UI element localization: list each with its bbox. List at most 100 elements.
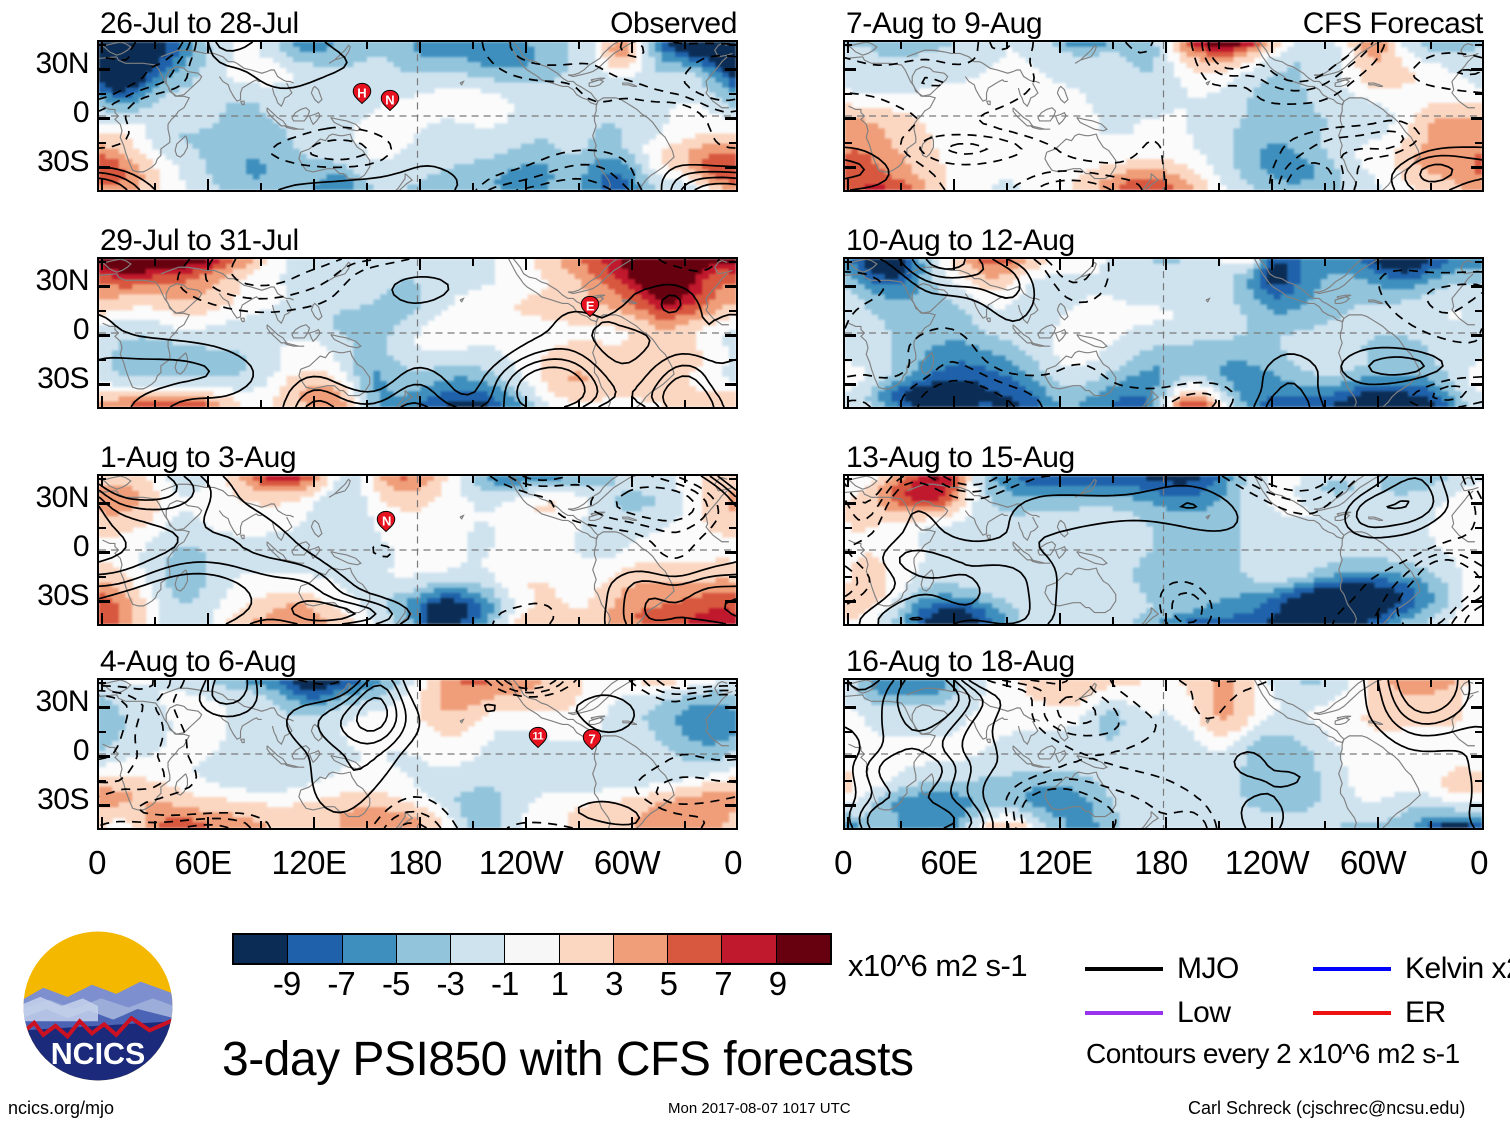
x-tick	[1376, 396, 1379, 407]
map-frame-8	[843, 678, 1484, 830]
x-tick	[312, 42, 315, 53]
legend-label: ER	[1405, 996, 1446, 1029]
y-tick	[1475, 526, 1482, 529]
y-tick	[1471, 285, 1482, 288]
x-axis-label: 120W	[478, 844, 564, 881]
colorbar-swatch	[558, 935, 613, 963]
coastlines	[99, 680, 733, 828]
mjo-contours	[845, 259, 1482, 407]
legend-line-swatch	[1313, 1011, 1391, 1015]
x-tick	[1164, 42, 1167, 53]
panel-title-4: 4-Aug to 6-Aug	[100, 645, 297, 678]
x-tick	[471, 183, 474, 190]
x-tick	[524, 259, 527, 270]
shaded-anomaly-field	[845, 476, 1482, 624]
x-tick	[846, 476, 849, 487]
x-tick	[418, 817, 421, 828]
y-tick	[725, 68, 736, 71]
cyclone-icon	[528, 726, 548, 748]
x-tick	[1058, 680, 1061, 691]
x-tick	[737, 40, 739, 53]
shaded-anomaly-field	[99, 680, 736, 828]
x-tick	[365, 400, 368, 407]
y-tick	[729, 358, 736, 361]
legend-item-er: ER	[1313, 996, 1446, 1030]
x-tick	[1111, 476, 1114, 483]
x-tick	[418, 476, 421, 487]
cyclone-icon	[377, 510, 396, 533]
x-tick	[100, 680, 103, 691]
x-tick	[1429, 680, 1432, 687]
y-tick	[99, 358, 106, 361]
shaded-anomaly-field	[99, 42, 736, 190]
x-tick	[737, 257, 739, 270]
y-axis-label: 0	[72, 529, 90, 563]
x-tick	[524, 613, 527, 624]
map-canvas-7	[845, 476, 1482, 624]
x-tick	[312, 613, 315, 624]
x-tick	[683, 400, 686, 407]
x-tick	[1217, 259, 1220, 266]
mjo-contours	[99, 680, 736, 828]
x-tick	[683, 183, 686, 190]
tropical-cyclone-marker: 11	[527, 725, 548, 748]
x-tick	[737, 179, 739, 192]
x-tick	[1217, 42, 1220, 49]
x-tick	[312, 680, 315, 691]
x-tick	[1323, 259, 1326, 266]
x-tick	[365, 259, 368, 266]
x-tick	[524, 476, 527, 487]
x-tick	[1217, 821, 1220, 828]
y-tick	[97, 408, 106, 410]
x-tick	[100, 179, 103, 190]
map-canvas-3: N	[99, 476, 736, 624]
x-tick	[1005, 821, 1008, 828]
x-tick	[577, 42, 580, 49]
y-tick	[99, 166, 110, 169]
reference-lines	[845, 680, 1482, 828]
map-frame-5	[843, 40, 1484, 192]
reference-lines	[845, 42, 1482, 190]
x-tick	[1429, 183, 1432, 190]
x-tick	[846, 396, 849, 407]
x-tick	[418, 613, 421, 624]
coastlines	[99, 259, 733, 407]
colorbar-bar	[232, 933, 832, 965]
y-tick	[845, 92, 852, 95]
reference-lines	[99, 259, 736, 407]
y-tick	[729, 730, 736, 733]
x-tick	[1429, 259, 1432, 266]
x-tick	[365, 476, 368, 483]
colorbar-units-label: x10^6 m2 s-1	[848, 948, 1028, 983]
x-tick	[899, 183, 902, 190]
x-tick	[1111, 680, 1114, 687]
x-tick	[100, 476, 103, 487]
y-axis-label: 0	[72, 733, 90, 767]
y-axis-label: 30N	[35, 46, 89, 80]
footer-site-link[interactable]: ncics.org/mjo	[8, 1098, 115, 1118]
x-tick	[1270, 613, 1273, 624]
x-tick	[737, 396, 739, 409]
x-tick	[899, 680, 902, 687]
x-tick	[1164, 613, 1167, 624]
y-tick	[97, 191, 106, 193]
footer-timestamp: Mon 2017-08-07 1017 UTC	[668, 1100, 851, 1117]
x-tick	[1323, 183, 1326, 190]
x-tick	[577, 476, 580, 483]
y-tick	[725, 166, 736, 169]
y-tick	[99, 309, 106, 312]
x-tick	[1217, 183, 1220, 190]
contour-interval-note: Contours every 2 x10^6 m2 s-1	[1086, 1038, 1460, 1069]
x-tick	[1483, 613, 1485, 626]
x-tick	[577, 400, 580, 407]
x-tick	[206, 680, 209, 691]
y-tick	[99, 779, 106, 782]
x-tick	[846, 42, 849, 53]
y-tick	[725, 551, 736, 554]
y-axis-label: 30N	[35, 263, 89, 297]
y-tick	[729, 408, 738, 410]
x-tick	[1270, 42, 1273, 53]
x-tick	[1005, 617, 1008, 624]
